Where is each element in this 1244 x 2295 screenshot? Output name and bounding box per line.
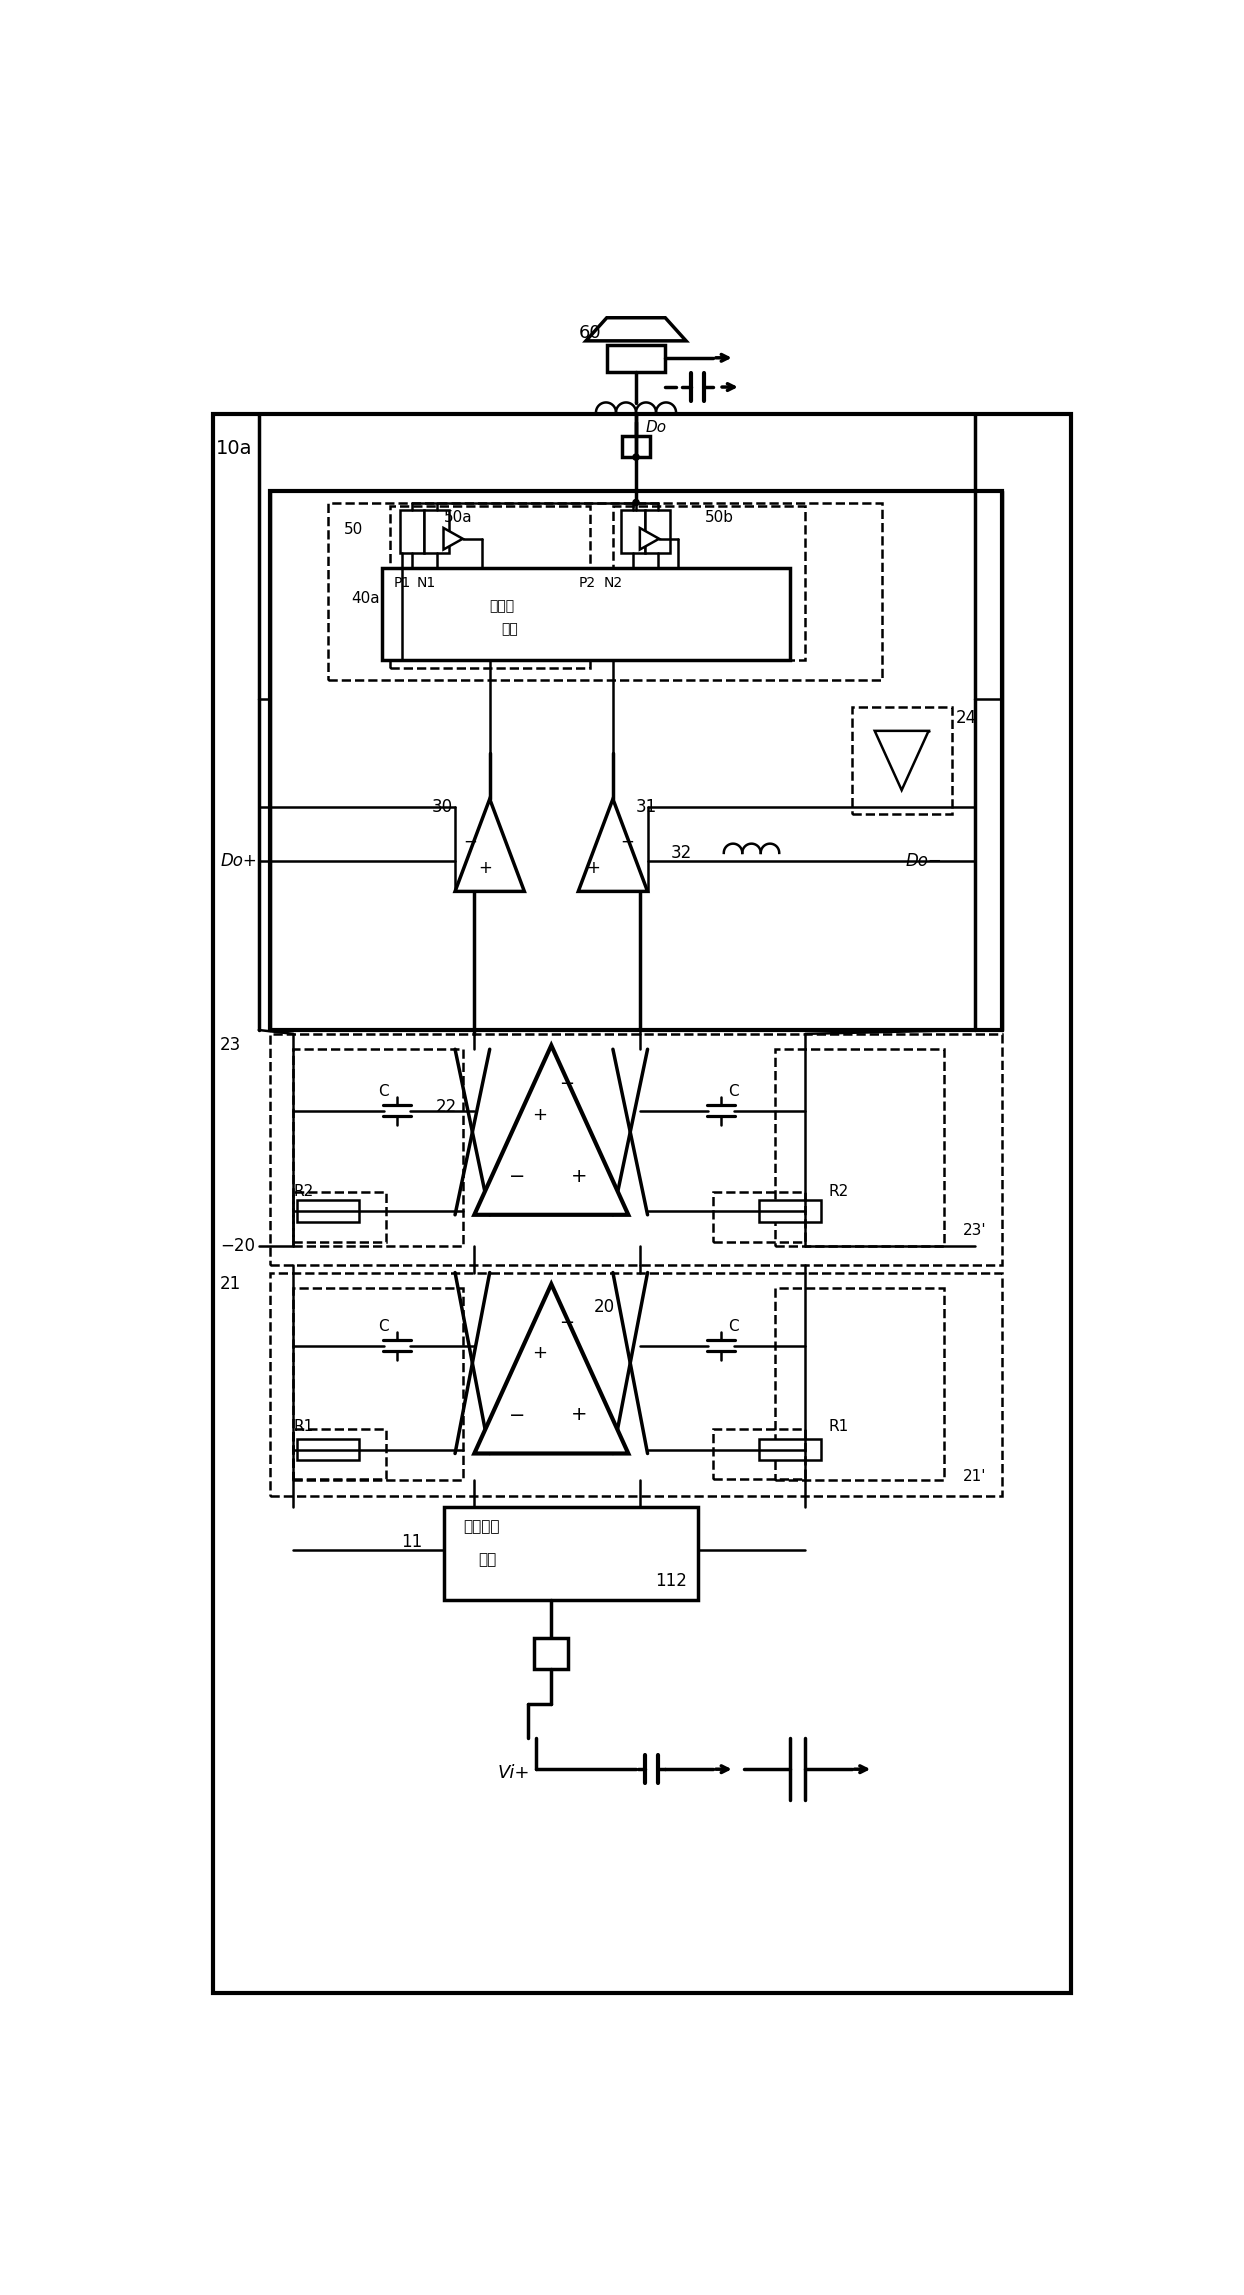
Bar	[775, 1287, 944, 1480]
Text: R2: R2	[829, 1184, 848, 1200]
Bar	[713, 1191, 805, 1242]
Text: −20: −20	[220, 1237, 255, 1255]
Text: −: −	[509, 1405, 525, 1425]
Bar	[622, 436, 649, 457]
Text: 21': 21'	[963, 1469, 986, 1485]
Text: Do−: Do−	[906, 851, 942, 870]
Text: P1: P1	[393, 576, 411, 590]
Text: +: +	[532, 1106, 547, 1125]
Text: −: −	[621, 833, 634, 851]
Text: 50: 50	[343, 521, 363, 537]
Text: −: −	[509, 1166, 525, 1187]
Text: C: C	[729, 1320, 739, 1333]
Polygon shape	[444, 528, 463, 549]
Polygon shape	[586, 317, 685, 342]
Bar	[713, 1430, 805, 1478]
Polygon shape	[639, 528, 659, 549]
Bar	[607, 344, 666, 372]
Text: 信号处理: 信号处理	[463, 1519, 499, 1533]
Bar	[270, 491, 1001, 1030]
Text: −: −	[559, 1313, 575, 1331]
Text: C: C	[729, 1083, 739, 1099]
Bar	[759, 1439, 821, 1460]
Polygon shape	[875, 730, 928, 789]
Text: 11: 11	[401, 1533, 423, 1551]
Text: C: C	[378, 1320, 388, 1333]
Text: 23: 23	[220, 1037, 241, 1053]
Text: 31: 31	[636, 799, 657, 815]
Bar	[399, 509, 424, 553]
Text: 21: 21	[220, 1276, 241, 1292]
Text: +: +	[586, 858, 600, 877]
Bar	[328, 503, 882, 679]
Text: 10a: 10a	[216, 438, 253, 459]
Bar	[424, 509, 449, 553]
Text: 32: 32	[671, 845, 692, 863]
Text: Do: Do	[646, 420, 667, 436]
Bar	[535, 1639, 569, 1668]
Text: R1: R1	[294, 1418, 313, 1434]
Text: C: C	[378, 1083, 388, 1099]
Text: 60: 60	[578, 324, 601, 342]
Text: 40a: 40a	[351, 592, 379, 606]
Bar	[759, 1200, 821, 1221]
Bar	[646, 509, 669, 553]
Text: 电路: 电路	[478, 1551, 496, 1567]
Bar	[294, 1049, 463, 1246]
Text: R1: R1	[829, 1418, 848, 1434]
Text: Do+: Do+	[220, 851, 258, 870]
Circle shape	[633, 500, 639, 505]
Bar	[297, 1200, 358, 1221]
Polygon shape	[455, 799, 525, 890]
Text: +: +	[532, 1345, 547, 1363]
Bar	[775, 1049, 944, 1246]
Text: −: −	[559, 1074, 575, 1092]
Text: 电路: 电路	[501, 622, 518, 636]
Text: +: +	[571, 1166, 587, 1187]
Bar	[294, 1287, 463, 1480]
Text: 30: 30	[432, 799, 453, 815]
Text: P2: P2	[578, 576, 596, 590]
Bar	[213, 413, 1071, 1992]
Bar	[621, 509, 646, 553]
Bar	[297, 1439, 358, 1460]
Text: 50a: 50a	[444, 509, 473, 526]
Text: 22: 22	[435, 1097, 457, 1115]
Text: N1: N1	[417, 576, 435, 590]
Text: Vi+: Vi+	[498, 1765, 530, 1781]
Circle shape	[633, 454, 639, 461]
Bar	[270, 1033, 1001, 1265]
Polygon shape	[578, 799, 648, 890]
Bar	[852, 707, 952, 815]
Text: 20: 20	[593, 1299, 615, 1317]
Bar	[270, 1271, 1001, 1496]
Bar	[382, 567, 790, 661]
Bar	[294, 1191, 386, 1242]
Bar	[444, 1508, 698, 1600]
Bar	[613, 507, 805, 661]
Text: +: +	[478, 858, 493, 877]
Text: 24: 24	[955, 709, 977, 728]
Text: 驱动器: 驱动器	[490, 599, 515, 613]
Bar	[294, 1430, 386, 1478]
Text: −: −	[463, 833, 476, 851]
Text: +: +	[571, 1405, 587, 1425]
Bar	[389, 507, 590, 668]
Text: R2: R2	[294, 1184, 313, 1200]
Text: 112: 112	[656, 1572, 687, 1590]
Text: 23': 23'	[963, 1223, 986, 1237]
Text: N2: N2	[603, 576, 623, 590]
Polygon shape	[474, 1285, 628, 1453]
Text: 50b: 50b	[705, 509, 734, 526]
Polygon shape	[474, 1047, 628, 1214]
